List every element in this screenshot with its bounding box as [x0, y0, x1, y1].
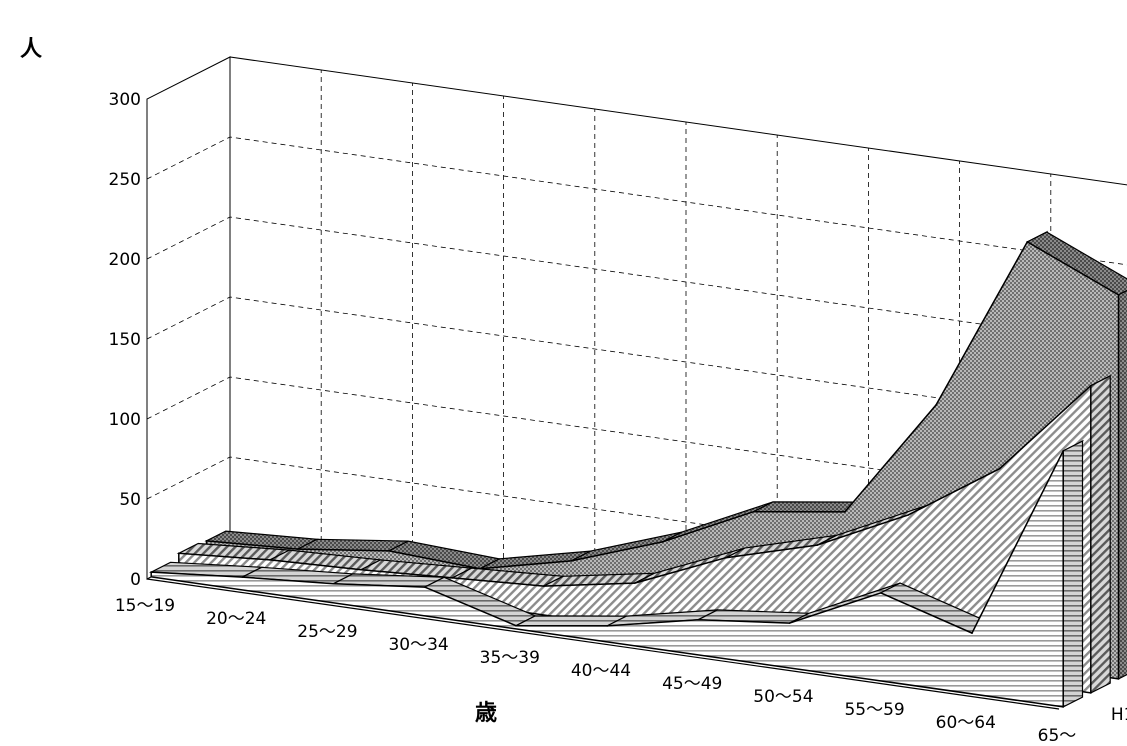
- data-point: [880, 592, 882, 594]
- data-point: [634, 582, 636, 584]
- data-point: [452, 577, 454, 579]
- x-tick-label: 35～39: [480, 648, 540, 668]
- data-point: [206, 540, 208, 542]
- data-point: [388, 550, 390, 552]
- series-end-cap: [1063, 441, 1082, 707]
- data-point: [816, 544, 818, 546]
- y-axis-title: 人: [20, 37, 42, 62]
- x-axis-title: 歳: [475, 701, 497, 726]
- data-point: [297, 548, 299, 550]
- data-point: [725, 557, 727, 559]
- x-tick-label: 60～64: [936, 713, 996, 733]
- data-point: [570, 560, 572, 562]
- data-point: [698, 619, 700, 621]
- x-tick-label: 65～: [1038, 726, 1077, 742]
- y-tick-label: 300: [109, 90, 141, 110]
- data-point: [662, 541, 664, 543]
- data-point: [935, 404, 937, 406]
- y-tick-label: 0: [130, 570, 141, 590]
- data-point: [1118, 294, 1120, 296]
- data-point: [999, 468, 1001, 470]
- data-point: [150, 571, 152, 573]
- series-end-cap: [1091, 376, 1110, 693]
- data-point: [971, 632, 973, 634]
- y-tick-label: 250: [109, 170, 141, 190]
- data-point: [360, 569, 362, 571]
- data-point: [242, 576, 244, 578]
- data-point: [1062, 450, 1064, 452]
- data-point: [789, 622, 791, 624]
- data-point: [606, 625, 608, 627]
- data-point: [178, 553, 180, 555]
- series-end-cap: [1119, 285, 1127, 679]
- x-tick-label: 55～59: [844, 700, 904, 720]
- data-point: [424, 586, 426, 588]
- x-tick-label: 20～24: [206, 609, 266, 629]
- data-point: [269, 559, 271, 561]
- data-point: [1090, 385, 1092, 387]
- data-point: [543, 585, 545, 587]
- x-tick-label: 30～34: [388, 635, 448, 655]
- data-point: [908, 514, 910, 516]
- x-tick-label: 50～54: [753, 687, 813, 707]
- data-point: [753, 511, 755, 513]
- x-tick-label: 45～49: [662, 674, 722, 694]
- y-tick-label: 200: [109, 250, 141, 270]
- y-tick-label: 150: [109, 330, 141, 350]
- y-tick-label: 50: [119, 490, 141, 510]
- data-point: [1026, 241, 1028, 243]
- data-point: [333, 583, 335, 585]
- series-label: H17: [1111, 705, 1127, 725]
- data-point: [844, 511, 846, 513]
- x-tick-label: 15～19: [115, 596, 175, 616]
- x-tick-label: 40～44: [571, 661, 631, 681]
- y-tick-label: 100: [109, 410, 141, 430]
- x-tick-label: 25～29: [297, 622, 357, 642]
- data-point: [515, 625, 517, 627]
